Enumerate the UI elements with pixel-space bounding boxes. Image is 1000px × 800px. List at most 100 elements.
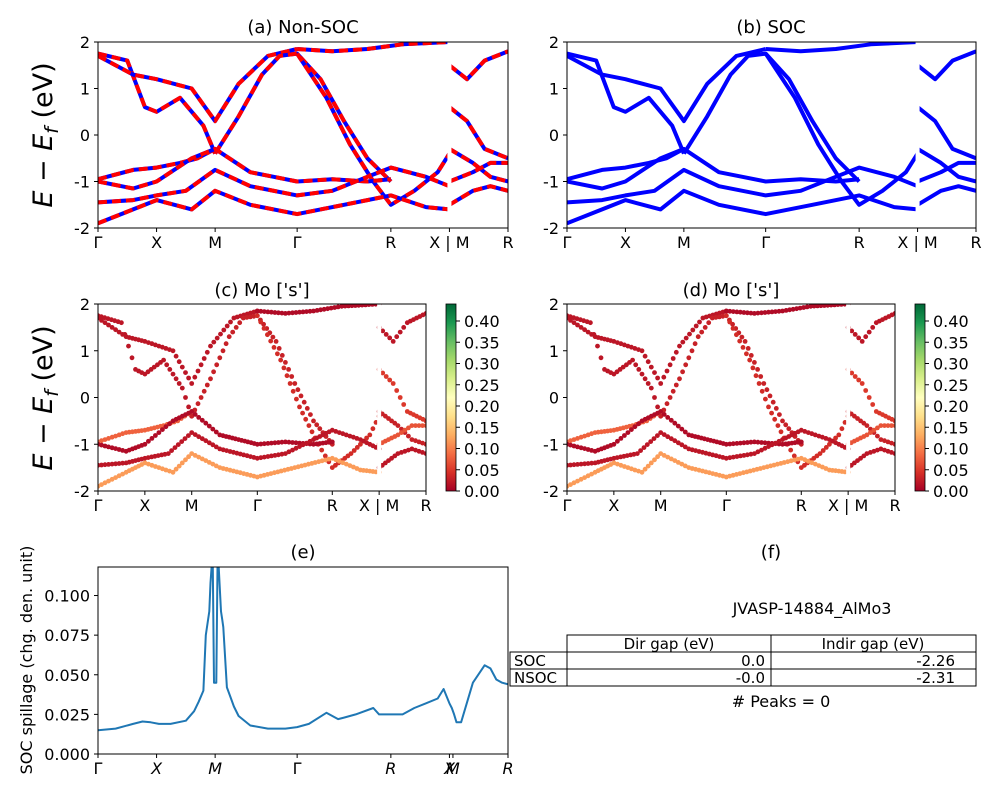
projection-point bbox=[778, 429, 784, 435]
band-line-dashed bbox=[98, 51, 217, 155]
projection-point bbox=[213, 429, 219, 435]
projection-point bbox=[286, 449, 292, 455]
colorbar-tick-label: 0.20 bbox=[464, 397, 500, 416]
projection-point bbox=[686, 355, 692, 361]
projection-point bbox=[661, 432, 667, 437]
table-row-soc-dir: 0.0 bbox=[741, 652, 765, 670]
y-tick-label: 0.100 bbox=[44, 587, 90, 606]
projection-point bbox=[672, 420, 678, 426]
projection-point bbox=[170, 371, 176, 377]
projection-point bbox=[192, 432, 198, 437]
projection-point bbox=[204, 382, 210, 388]
projection-point bbox=[182, 436, 188, 441]
projection-point bbox=[160, 427, 165, 432]
projection-point bbox=[292, 381, 298, 386]
projection-point bbox=[164, 362, 170, 368]
projection-point bbox=[734, 309, 740, 315]
y-tick-label: 1 bbox=[80, 342, 90, 361]
projection-point bbox=[748, 439, 754, 445]
x-tick-label: R bbox=[502, 233, 513, 252]
projection-point bbox=[745, 346, 751, 351]
band-line bbox=[567, 47, 767, 124]
x-tick-label: M bbox=[208, 233, 222, 252]
projection-point bbox=[172, 445, 178, 450]
projection-point bbox=[748, 310, 754, 316]
projection-point bbox=[740, 345, 746, 350]
projection-point bbox=[370, 426, 376, 432]
projection-point bbox=[762, 440, 768, 446]
projection-point bbox=[364, 435, 369, 441]
projection-point bbox=[161, 357, 167, 363]
projection-point bbox=[126, 343, 131, 349]
panel-d-plot bbox=[567, 304, 895, 491]
projection-point bbox=[173, 353, 179, 359]
projection-point bbox=[203, 420, 209, 426]
band-line-dashed bbox=[448, 160, 508, 184]
projection-point bbox=[261, 309, 267, 314]
projection-point bbox=[677, 376, 682, 382]
projection-point bbox=[318, 307, 323, 313]
projection-point bbox=[645, 381, 651, 386]
projection-point bbox=[258, 308, 264, 314]
y-tick-label: 1 bbox=[549, 80, 559, 99]
projection-point bbox=[406, 433, 411, 439]
projection-point bbox=[290, 388, 296, 394]
projection-point bbox=[769, 309, 775, 315]
projection-point bbox=[642, 353, 648, 359]
colorbar-tick-label: 0.00 bbox=[933, 482, 969, 501]
projection-point bbox=[747, 357, 753, 363]
band-line bbox=[916, 160, 976, 184]
projection-point bbox=[423, 423, 426, 428]
projection-point bbox=[682, 444, 688, 450]
spillage-line bbox=[98, 567, 508, 732]
kpath-break bbox=[447, 42, 452, 228]
band-line-dashed bbox=[448, 49, 508, 82]
projection-point bbox=[211, 369, 217, 375]
band-line-dashed bbox=[98, 146, 392, 191]
projection-point bbox=[395, 423, 401, 428]
projection-point bbox=[683, 335, 689, 341]
band-line-dashed bbox=[295, 52, 452, 207]
projection-point bbox=[634, 451, 640, 456]
x-tick-label: M bbox=[208, 759, 222, 778]
projection-point bbox=[745, 440, 750, 445]
projection-point bbox=[744, 351, 749, 357]
colorbar-tick-label: 0.35 bbox=[933, 333, 969, 352]
x-tick-label: R bbox=[385, 759, 396, 778]
projection-point bbox=[201, 388, 207, 394]
panel-c: (c) Mo ['s'] Γ X M Γ R X | M R -2 -1 0 1 2 0.00 0.05… bbox=[74, 280, 500, 515]
projection-point bbox=[791, 453, 797, 459]
projection-point bbox=[343, 461, 349, 467]
projection-point bbox=[210, 426, 216, 432]
projection-point bbox=[283, 360, 288, 365]
projection-point bbox=[668, 417, 674, 423]
projection-point bbox=[892, 451, 895, 456]
projection-point bbox=[690, 327, 696, 333]
projection-point bbox=[578, 461, 584, 467]
projection-point bbox=[109, 461, 115, 467]
panel-e-ylabel: SOC spillage (chg. den. unit) bbox=[17, 546, 36, 775]
projection-point bbox=[186, 433, 191, 438]
projection-point bbox=[645, 359, 651, 365]
panel-b: (b) SOC Γ X M Γ R X | M R -2 -1 0 1 2 bbox=[543, 17, 982, 252]
projection-point bbox=[409, 446, 415, 452]
kpath-break bbox=[915, 42, 920, 228]
projection-point bbox=[399, 430, 404, 435]
projection-point bbox=[183, 457, 188, 463]
projection-point bbox=[269, 453, 274, 459]
projection-point bbox=[588, 320, 593, 326]
panel-e-frame bbox=[97, 566, 509, 755]
projection-point bbox=[394, 388, 400, 393]
projection-point bbox=[120, 460, 125, 466]
projection-point bbox=[223, 341, 229, 347]
projection-point bbox=[163, 424, 169, 430]
projection-point bbox=[276, 310, 281, 316]
projection-point bbox=[397, 395, 403, 400]
projection-point bbox=[679, 442, 685, 448]
colorbar-tick-label: 0.30 bbox=[933, 355, 969, 374]
projection-point bbox=[290, 310, 295, 316]
projection-point bbox=[756, 381, 762, 386]
x-tick-label: Γ bbox=[293, 233, 302, 252]
projection-point bbox=[697, 319, 702, 325]
